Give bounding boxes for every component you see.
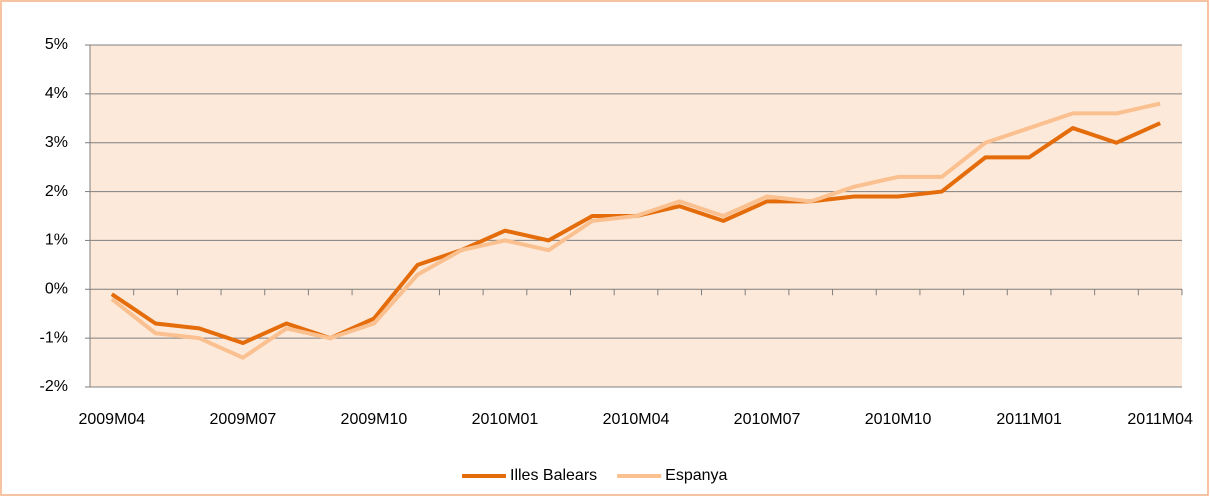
x-tick-label: 2009M10 <box>341 411 408 428</box>
x-tick-label: 2010M07 <box>734 411 801 428</box>
x-tick-label: 2011M01 <box>996 411 1062 428</box>
legend-label: Espanya <box>665 467 727 484</box>
x-tick-label: 2010M04 <box>603 411 670 428</box>
x-tick-label: 2009M04 <box>78 411 145 428</box>
y-tick-label: -2% <box>40 378 68 395</box>
y-tick-label: 5% <box>45 36 68 53</box>
y-tick-label: -1% <box>40 329 68 346</box>
legend-label: Illes Balears <box>510 467 597 484</box>
y-tick-label: 4% <box>45 85 68 102</box>
x-tick-label: 2009M07 <box>210 411 277 428</box>
line-series <box>110 101 1161 360</box>
y-tick-label: 0% <box>45 281 68 298</box>
x-tick-label: 2010M01 <box>472 411 539 428</box>
x-tick-label: 2011M04 <box>1127 411 1193 428</box>
x-tick-label: 2010M10 <box>865 411 932 428</box>
y-tick-label: 1% <box>45 232 68 249</box>
y-tick-label: 3% <box>45 134 68 151</box>
y-tick-label: 2% <box>45 183 68 200</box>
